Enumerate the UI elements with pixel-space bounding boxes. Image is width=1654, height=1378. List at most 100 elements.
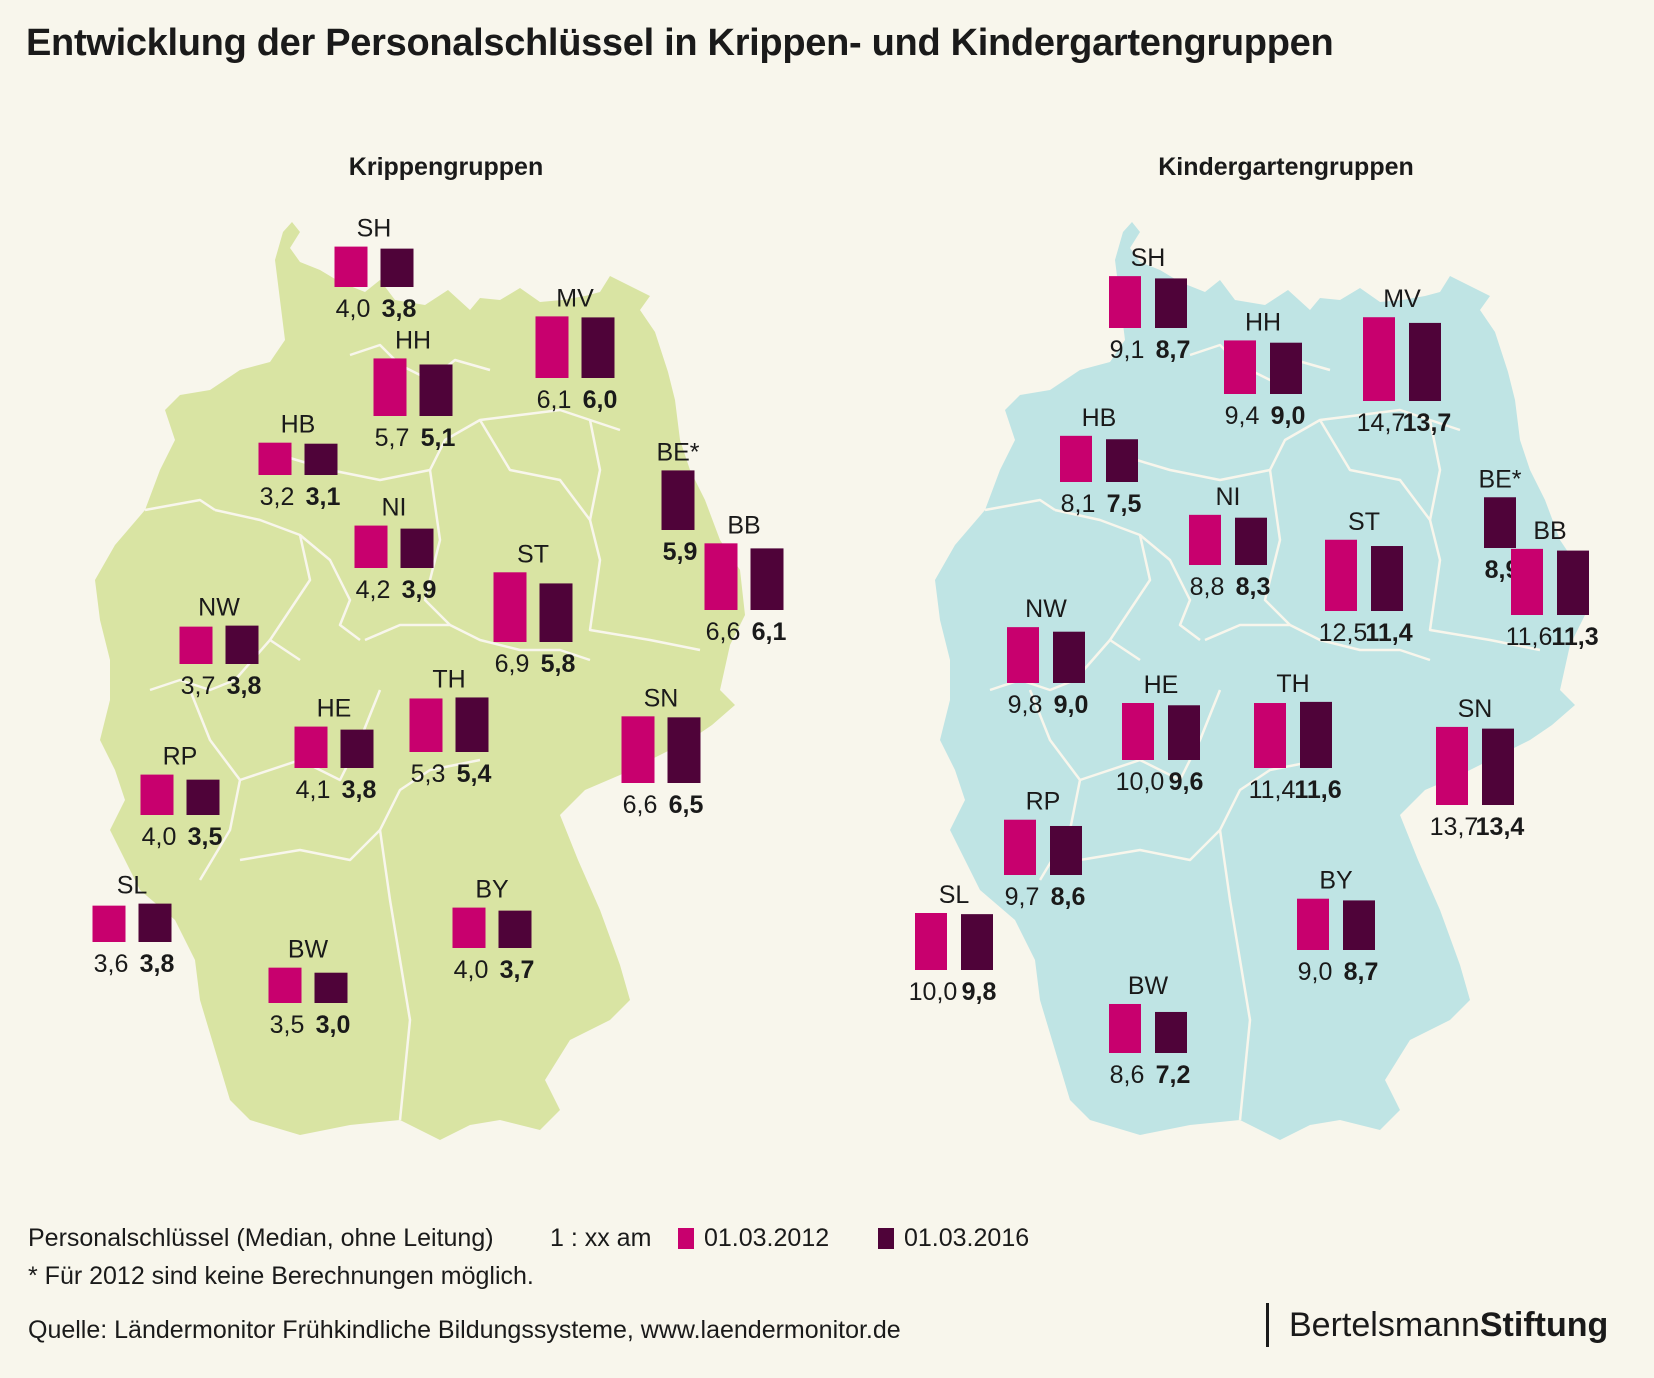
legend-item-2012: 01.03.2012 [704, 1224, 830, 1252]
legend-label: Personalschlüssel (Median, ohne Leitung) [28, 1224, 494, 1252]
map-state-border [478, 419, 701, 652]
value-label-2016: 5,1 [421, 424, 456, 452]
value-label-2012: 10,0 [909, 978, 958, 1006]
bar-2012-RP [1004, 819, 1036, 875]
bar-2012-MV [1363, 317, 1395, 401]
value-label-2012: 3,7 [181, 672, 216, 700]
value-label-2016: 13,7 [1403, 409, 1452, 437]
bar-2016-HB [304, 443, 338, 475]
bar-2012-NI [1189, 514, 1221, 565]
legend-ratio: 1 : xx am [550, 1224, 652, 1252]
bar-2016-BE [661, 470, 695, 530]
value-label-2016: 6,1 [752, 618, 787, 646]
logo-text-2: Stiftung [1479, 1306, 1609, 1344]
value-label-2016: 8,3 [1236, 573, 1271, 601]
value-label-2012: 14,7 [1357, 409, 1406, 437]
bar-2016-NI [1235, 517, 1267, 565]
bar-2016-HH [419, 364, 453, 416]
bar-2012-HE [294, 726, 328, 768]
bar-2016-SN [1482, 728, 1514, 805]
value-label-2012: 6,6 [706, 618, 741, 646]
bar-2012-BY [1297, 898, 1329, 950]
map-state-border [588, 419, 602, 521]
value-label-2012: 13,7 [1430, 813, 1479, 841]
value-label-2012: 11,6 [1506, 623, 1553, 651]
value-label-2012: 9,7 [1005, 883, 1040, 911]
marks-krippen: SH 4,0 3,8 MV 6,1 6,0 HH 5,7 5,1 HB 3,2 3,1 BE* 5,9 NI… [92, 215, 787, 1039]
legend-swatch-2012 [678, 1228, 694, 1249]
bar-2012-NI [354, 525, 388, 568]
state-label: BY [475, 876, 509, 904]
state-label: SL [117, 872, 148, 900]
value-label-2016: 8,7 [1344, 958, 1379, 986]
state-label: ST [517, 540, 549, 568]
bar-2016-BY [498, 910, 532, 948]
bar-2012-SN [621, 716, 655, 783]
map-state-border [239, 689, 382, 782]
state-label: SH [357, 215, 392, 243]
state-label: NI [1216, 483, 1241, 511]
value-label-2012: 4,0 [454, 956, 489, 984]
map-state-border [144, 498, 216, 512]
state-label: SH [1131, 244, 1166, 272]
state-label: BW [288, 936, 329, 964]
value-label-2012: 9,0 [1298, 958, 1333, 986]
map-state-border [1428, 419, 1442, 521]
state-label: NI [382, 494, 407, 522]
value-label-2012: 3,2 [260, 483, 295, 511]
bar-2012-SH [1109, 276, 1141, 328]
value-label-2012: 8,8 [1190, 573, 1225, 601]
bar-2016-BE [1484, 497, 1516, 548]
germany-map-krippen [95, 222, 745, 1140]
value-label-2016: 5,8 [541, 650, 576, 678]
value-label-2016: 7,5 [1107, 490, 1142, 518]
map-state-border [268, 534, 312, 662]
map-state-border [349, 343, 491, 382]
bar-2016-ST [539, 583, 573, 642]
value-label-2012: 9,8 [1008, 691, 1043, 719]
value-label-2016: 3,8 [140, 950, 175, 978]
bar-2016-BW [314, 972, 348, 1003]
state-label: BB [727, 511, 760, 539]
state-label: BW [1128, 972, 1169, 1000]
map-state-border [1079, 689, 1222, 782]
bar-2012-BW [268, 967, 302, 1003]
state-label: ST [1348, 508, 1380, 536]
bar-2016-HH [1270, 342, 1302, 394]
bar-2016-MV [1409, 322, 1441, 401]
bar-2012-SL [92, 905, 126, 942]
bar-2016-BB [750, 548, 784, 610]
map-state-border [214, 508, 361, 641]
state-label: HH [395, 326, 431, 354]
bar-2012-RP [140, 774, 174, 815]
map-state-border [984, 498, 1056, 512]
state-label: MV [1383, 285, 1421, 313]
value-label-2016: 9,0 [1271, 402, 1306, 430]
map-state-border [149, 639, 271, 692]
map-state-border [423, 469, 451, 626]
bar-2012-TH [1254, 703, 1286, 768]
bar-2012-ST [1325, 539, 1357, 611]
source-note: Quelle: Ländermonitor Frühkindliche Bild… [28, 1316, 901, 1344]
bar-2012-HB [1060, 435, 1092, 482]
value-label-2016: 6,5 [669, 791, 704, 819]
map-state-border [1218, 829, 1252, 1121]
map-state-border [1318, 419, 1541, 652]
bar-2016-RP [186, 779, 220, 815]
state-label: BE* [656, 438, 699, 466]
value-label-2016: 3,9 [402, 576, 437, 604]
bar-2012-BY [452, 907, 486, 948]
value-label-2012: 9,1 [1110, 336, 1145, 364]
legend-item-2016: 01.03.2016 [904, 1224, 1030, 1252]
value-label-2012: 12,5 [1319, 619, 1368, 647]
map-state-border [279, 408, 621, 482]
state-label: NW [198, 594, 240, 622]
map-state-border [1108, 534, 1152, 662]
bar-2016-HE [1168, 705, 1200, 760]
map-country-shape [935, 222, 1585, 1140]
bar-2016-SH [380, 248, 414, 287]
value-label-2016: 5,9 [663, 538, 698, 566]
value-label-2012: 6,6 [623, 791, 658, 819]
state-label: TH [432, 665, 465, 693]
state-label: SN [644, 684, 679, 712]
